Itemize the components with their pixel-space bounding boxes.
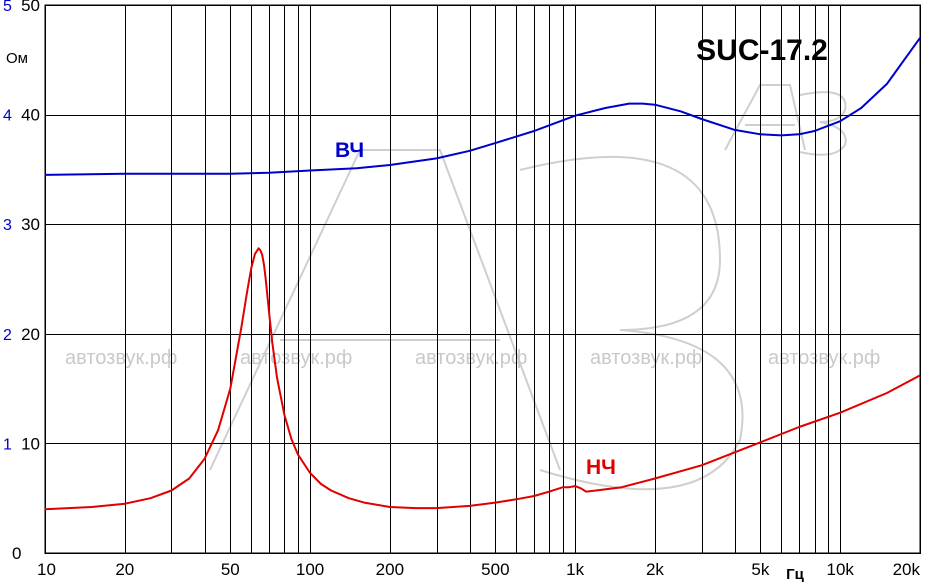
x-tick-label: 20 bbox=[115, 560, 134, 579]
y-tick-label: 40 bbox=[21, 106, 40, 125]
watermark-text: автозвук.рф bbox=[768, 347, 880, 369]
x-tick-label: 50 bbox=[221, 560, 240, 579]
watermark-text: автозвук.рф bbox=[415, 347, 527, 369]
y2-tick-label: 3 bbox=[3, 217, 12, 234]
y2-tick-label: 1 bbox=[3, 436, 12, 453]
x-tick-label: 10k bbox=[826, 560, 854, 579]
series-line-vch bbox=[44, 37, 921, 176]
x-tick-label: 1k bbox=[566, 560, 584, 579]
x-tick-label: 2k bbox=[646, 560, 664, 579]
series-layer bbox=[44, 37, 921, 511]
watermark-logo-small bbox=[799, 91, 847, 156]
y-tick-label: 10 bbox=[21, 434, 40, 453]
y-tick-label: 30 bbox=[21, 215, 40, 234]
y2-tick-label: 4 bbox=[3, 108, 12, 125]
x-tick-label: 500 bbox=[481, 560, 509, 579]
y-axis-unit: Ом bbox=[6, 50, 28, 67]
watermark-layer: автозвук.рф автозвук.рф автозвук.рф автозву… bbox=[65, 84, 880, 491]
series-line-nch bbox=[44, 247, 921, 511]
x-tick-label: 10 bbox=[37, 560, 56, 579]
grid-layer bbox=[44, 4, 921, 554]
chart-title: SUC-17.2 bbox=[696, 34, 828, 67]
x-axis-unit: Гц bbox=[786, 566, 805, 582]
watermark-text: автозвук.рф bbox=[240, 347, 352, 369]
x-tick-label: 5k bbox=[751, 560, 769, 579]
x-tick-label: 200 bbox=[376, 560, 404, 579]
watermark-logo-small bbox=[724, 84, 806, 151]
y-tick-label: 0 bbox=[12, 544, 21, 563]
y2-tick-label: 5 bbox=[3, 0, 12, 15]
y-tick-label: 20 bbox=[21, 325, 40, 344]
series-label-nch: НЧ bbox=[586, 456, 616, 479]
y2-tick-label: 2 bbox=[3, 327, 12, 344]
label-layer: 10 20 50 100 200 500 1k 2k 5k 10k 20k Гц 0 10 20 30 40 50… bbox=[3, 0, 920, 582]
x-tick-label: 100 bbox=[296, 560, 324, 579]
plot-frame bbox=[44, 4, 921, 554]
watermark-text: автозвук.рф bbox=[590, 347, 702, 369]
watermark-text: автозвук.рф bbox=[65, 347, 177, 369]
watermark-logo-large bbox=[209, 149, 561, 471]
x-tick-label: 20k bbox=[893, 560, 921, 579]
watermark-logo-large bbox=[519, 155, 744, 491]
y-tick-label: 50 bbox=[21, 0, 40, 15]
series-label-vch: ВЧ bbox=[335, 139, 364, 162]
